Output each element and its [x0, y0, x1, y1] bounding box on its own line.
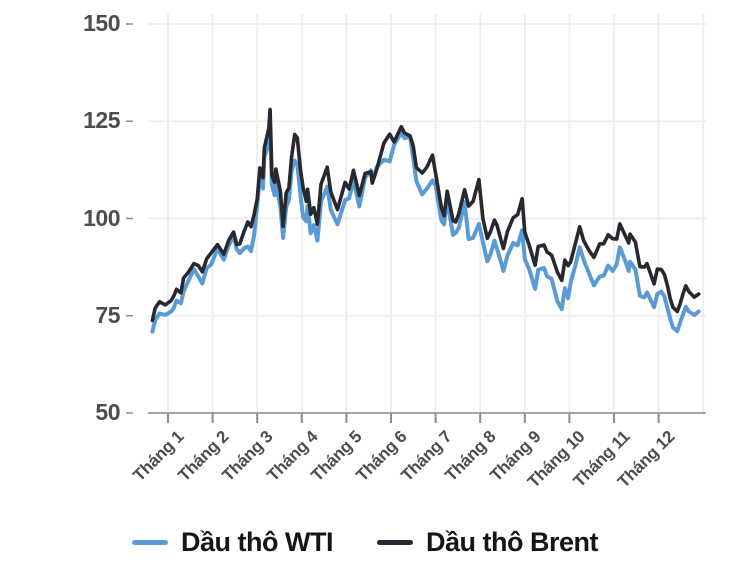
legend-item-brent[interactable]: Dầu thô Brent — [376, 527, 599, 558]
y-tick-label-150: 150 — [83, 10, 120, 36]
chart-legend: Dầu thô WTI Dầu thô Brent — [0, 527, 730, 558]
brent-line[interactable] — [150, 107, 701, 323]
brent-line-swatch — [376, 540, 413, 545]
y-tick-label-50: 50 — [95, 399, 120, 425]
legend-label-wti: Dầu thô WTI — [181, 527, 333, 557]
legend-item-wti[interactable]: Dầu thô WTI — [132, 527, 333, 558]
y-tick-label-75: 75 — [95, 301, 120, 328]
wti-line-swatch — [132, 540, 169, 545]
y-tick-label-100: 100 — [83, 204, 120, 231]
legend-label-brent: Dầu thô Brent — [425, 527, 599, 557]
y-tick-label-125: 125 — [83, 107, 120, 134]
wti-line[interactable] — [150, 124, 701, 334]
